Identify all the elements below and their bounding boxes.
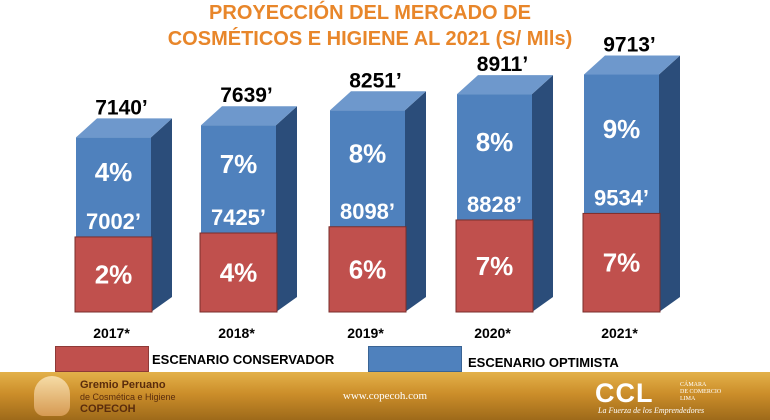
website-link[interactable]: www.copecoh.com	[342, 390, 428, 402]
optimistic-growth-label-1: 7%	[220, 149, 258, 179]
chart-title-line1: PROYECCIÓN DEL MERCADO DE	[209, 2, 531, 24]
year-label-3: 2020*	[474, 325, 511, 341]
optimistic-total-label-1: 7639’	[220, 84, 273, 107]
conservative-growth-label-1: 4%	[220, 258, 258, 288]
legend-swatch-optimistic	[368, 346, 462, 372]
optimistic-total-label-3: 8911’	[477, 53, 528, 76]
bar-conservative-4	[582, 212, 661, 313]
bar-optimistic-side-1	[276, 106, 297, 313]
optimistic-total-label-4: 9713’	[603, 34, 656, 57]
camara-line1: CÁMARA	[680, 382, 707, 388]
camara-line2: DE COMERCIO	[680, 389, 722, 395]
conservative-value-label-1: 7425’	[211, 205, 266, 230]
copecoh-logo-icon	[34, 376, 70, 416]
footer-band	[0, 372, 770, 420]
bar-optimistic-side-2	[405, 91, 426, 312]
legend-label-conservative: ESCENARIO CONSERVADOR	[152, 352, 335, 367]
optimistic-total-label-2: 8251’	[349, 69, 402, 92]
bar-optimistic-top-0	[76, 118, 172, 138]
year-label-4: 2021*	[601, 325, 638, 341]
conservative-growth-label-0: 2%	[95, 259, 133, 289]
bar-conservative-0	[74, 236, 153, 313]
gremio-line1: Gremio Peruano	[80, 379, 166, 391]
bar-optimistic-side-4	[659, 55, 680, 312]
legend-label-optimistic: ESCENARIO OPTIMISTA	[468, 355, 619, 370]
slogan: La Fuerza de los Emprendedores	[598, 406, 705, 415]
optimistic-growth-label-4: 9%	[603, 114, 641, 144]
camara-comercio-text: CÁMARA DE COMERCIO LIMA	[680, 382, 721, 403]
bar-conservative-2	[328, 226, 407, 313]
bar-optimistic-top-2	[330, 91, 426, 111]
conservative-value-label-3: 8828’	[467, 192, 522, 217]
year-label-2: 2019*	[347, 325, 384, 341]
bar-conservative-1	[199, 232, 278, 313]
optimistic-growth-label-2: 8%	[349, 139, 387, 169]
chart-title-line2: COSMÉTICOS E HIGIENE AL 2021 (S/ Mlls)	[167, 28, 573, 50]
bar-optimistic-top-3	[457, 75, 553, 95]
gremio-line2: de Cosmética e Higiene	[80, 392, 176, 402]
conservative-value-label-4: 9534’	[594, 185, 649, 210]
bar-optimistic-top-1	[201, 106, 297, 126]
legend-swatch-conservative	[55, 346, 149, 372]
optimistic-growth-label-0: 4%	[95, 157, 133, 187]
bar-optimistic-side-3	[532, 75, 553, 312]
copecoh-logo-text: Gremio Peruano de Cosmética e Higiene CO…	[80, 379, 176, 415]
bar-optimistic-top-4	[584, 55, 680, 75]
conservative-growth-label-2: 6%	[349, 254, 387, 284]
year-label-1: 2018*	[218, 325, 255, 341]
gremio-line3: COPECOH	[80, 403, 136, 415]
optimistic-total-label-0: 7140’	[95, 96, 148, 119]
bar-conservative-3	[455, 219, 534, 313]
conservative-value-label-0: 7002’	[86, 209, 141, 234]
ccl-logo: CCL	[595, 378, 654, 408]
conservative-value-label-2: 8098’	[340, 199, 395, 224]
bar-optimistic-side-0	[151, 118, 172, 312]
year-label-0: 2017*	[93, 325, 130, 341]
conservative-growth-label-4: 7%	[603, 248, 641, 278]
conservative-growth-label-3: 7%	[476, 251, 514, 281]
chart-area: 2% 7002’ 4% 7140’ 2017* 4% 7425’ 7% 7639’ 2018* 6%…	[74, 34, 680, 341]
camara-line3: LIMA	[680, 396, 696, 402]
optimistic-growth-label-3: 8%	[476, 127, 514, 157]
